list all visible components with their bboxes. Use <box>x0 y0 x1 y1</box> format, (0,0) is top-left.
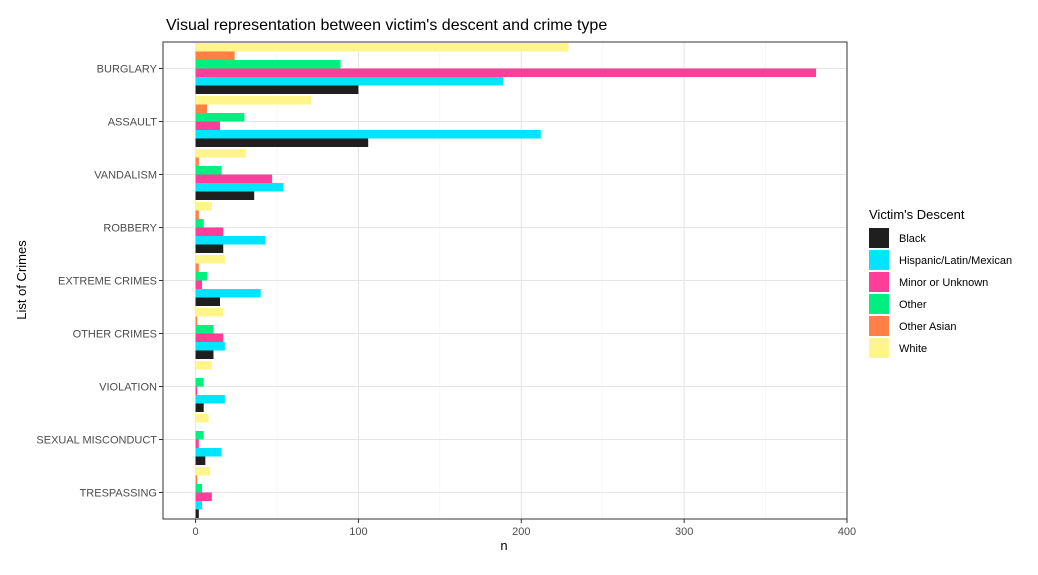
legend-label: Hispanic/Latin/Mexican <box>899 255 1012 267</box>
legend-items: Black Hispanic/Latin/Mexican Minor or Unkn… <box>869 228 1012 358</box>
legend-swatch <box>869 316 889 336</box>
bar: SEXUAL MISCONDUCT - Minor or Unknown: 2 <box>195 439 199 448</box>
bar: TRESPASSING - Hispanic/Latin/Mexican: 4 <box>195 501 203 510</box>
bar: VIOLATION - Minor or Unknown: 1 <box>195 386 198 395</box>
legend-label: Other Asian <box>899 321 956 333</box>
bar: SEXUAL MISCONDUCT - Other: 5 <box>195 431 204 440</box>
bar: OTHER CRIMES - Other Asian: 1 <box>195 316 198 325</box>
bar: BURGLARY - White: 229 <box>195 43 569 52</box>
legend: Victim's Descent Black Hispanic/Latin/Mex… <box>869 207 1012 358</box>
chart-title: Visual representation between victim's d… <box>166 17 607 34</box>
bar: EXTREME CRIMES - Minor or Unknown: 4 <box>195 280 203 289</box>
bar: OTHER CRIMES - Minor or Unknown: 17 <box>195 333 224 342</box>
legend-swatch <box>869 228 889 248</box>
y-axis-ticks: BURGLARY ASSAULT VANDALISM ROBBERY EXTREME C… <box>36 64 163 500</box>
legend-swatch <box>869 338 889 358</box>
bar: VIOLATION - Hispanic/Latin/Mexican: 18 <box>195 395 225 404</box>
y-tick-label: VIOLATION <box>99 382 157 394</box>
bar: OTHER CRIMES - Hispanic/Latin/Mexican: 1… <box>195 342 225 351</box>
bar: TRESPASSING - Black: 2 <box>195 509 199 518</box>
bar: OTHER CRIMES - White: 17 <box>195 308 224 317</box>
bar: BURGLARY - Black: 100 <box>195 85 359 94</box>
bar: EXTREME CRIMES - Black: 15 <box>195 297 220 306</box>
bar: ROBBERY - Other: 5 <box>195 219 204 228</box>
legend-label: White <box>899 343 927 355</box>
bar: ASSAULT - Hispanic/Latin/Mexican: 212 <box>195 130 541 139</box>
x-tick-label: 100 <box>349 526 367 538</box>
bar: BURGLARY - Hispanic/Latin/Mexican: 189 <box>195 77 504 86</box>
bar: BURGLARY - Other: 89 <box>195 60 341 69</box>
y-tick-label: VANDALISM <box>94 170 157 182</box>
bar: ROBBERY - Hispanic/Latin/Mexican: 43 <box>195 236 266 245</box>
bar: ASSAULT - Black: 106 <box>195 138 369 147</box>
plot-panel <box>163 42 848 519</box>
y-tick-label: TRESPASSING <box>80 488 157 500</box>
y-tick-label: ROBBERY <box>103 223 157 235</box>
bar: VANDALISM - Black: 36 <box>195 191 255 200</box>
bar: SEXUAL MISCONDUCT - Black: 6 <box>195 456 206 465</box>
bar: ROBBERY - White: 10 <box>195 202 212 211</box>
legend-title: Victim's Descent <box>869 207 965 222</box>
x-axis-ticks: 0 100 200 300 400 <box>193 519 856 538</box>
bar: VIOLATION - Other: 5 <box>195 378 204 387</box>
x-axis-title: n <box>500 538 507 553</box>
bar: ROBBERY - Black: 17 <box>195 244 224 253</box>
bar: TRESPASSING - Other Asian: 1 <box>195 475 198 484</box>
panel-border <box>162 41 848 520</box>
bar: VANDALISM - White: 31 <box>195 149 247 158</box>
legend-swatch <box>869 250 889 270</box>
y-tick-label: OTHER CRIMES <box>73 329 157 341</box>
bar: TRESPASSING - Minor or Unknown: 10 <box>195 492 212 501</box>
legend-label: Other <box>899 299 927 311</box>
bar: VIOLATION - Black: 5 <box>195 403 204 412</box>
legend-swatch <box>869 272 889 292</box>
bar: VANDALISM - Hispanic/Latin/Mexican: 54 <box>195 183 284 192</box>
bar: VANDALISM - Other: 16 <box>195 166 222 175</box>
legend-label: Minor or Unknown <box>899 277 988 289</box>
y-tick-label: ASSAULT <box>108 117 158 129</box>
bar: VANDALISM - Minor or Unknown: 47 <box>195 174 273 183</box>
bar: ASSAULT - Minor or Unknown: 15 <box>195 121 220 130</box>
x-tick-label: 200 <box>512 526 530 538</box>
bar: ASSAULT - Other: 30 <box>195 113 245 122</box>
bar: SEXUAL MISCONDUCT - Hispanic/Latin/Mexic… <box>195 448 222 457</box>
bar: OTHER CRIMES - Black: 11 <box>195 350 214 359</box>
bar: EXTREME CRIMES - Other Asian: 2 <box>195 263 199 272</box>
x-tick-label: 400 <box>838 526 856 538</box>
y-tick-label: BURGLARY <box>97 64 158 76</box>
bar: BURGLARY - Minor or Unknown: 381 <box>195 68 817 77</box>
bar: ROBBERY - Minor or Unknown: 17 <box>195 227 224 236</box>
x-tick-label: 300 <box>675 526 693 538</box>
y-axis-title: List of Crimes <box>14 240 29 320</box>
bar: EXTREME CRIMES - Hispanic/Latin/Mexican:… <box>195 289 261 298</box>
bar: BURGLARY - Other Asian: 24 <box>195 51 235 60</box>
y-tick-label: SEXUAL MISCONDUCT <box>36 435 157 447</box>
legend-swatch <box>869 294 889 314</box>
bar: EXTREME CRIMES - Other: 7 <box>195 272 207 281</box>
bar: SEXUAL MISCONDUCT - White: 8 <box>195 414 209 423</box>
bar: ASSAULT - Other Asian: 7 <box>195 104 207 113</box>
bar: TRESPASSING - Other: 4 <box>195 484 203 493</box>
bar: ASSAULT - White: 71 <box>195 96 312 105</box>
bar: TRESPASSING - White: 9 <box>195 467 211 476</box>
bar: EXTREME CRIMES - White: 18 <box>195 255 225 264</box>
bars-group: BURGLARY - Black: 100BURGLARY - Hispanic… <box>195 43 817 518</box>
bar: VIOLATION - White: 10 <box>195 361 212 370</box>
y-tick-label: EXTREME CRIMES <box>58 276 157 288</box>
bar: OTHER CRIMES - Other: 11 <box>195 325 214 334</box>
x-tick-label: 0 <box>193 526 199 538</box>
bar: ROBBERY - Other Asian: 2 <box>195 210 199 219</box>
bar: VANDALISM - Other Asian: 2 <box>195 157 199 166</box>
legend-label: Black <box>899 233 926 245</box>
